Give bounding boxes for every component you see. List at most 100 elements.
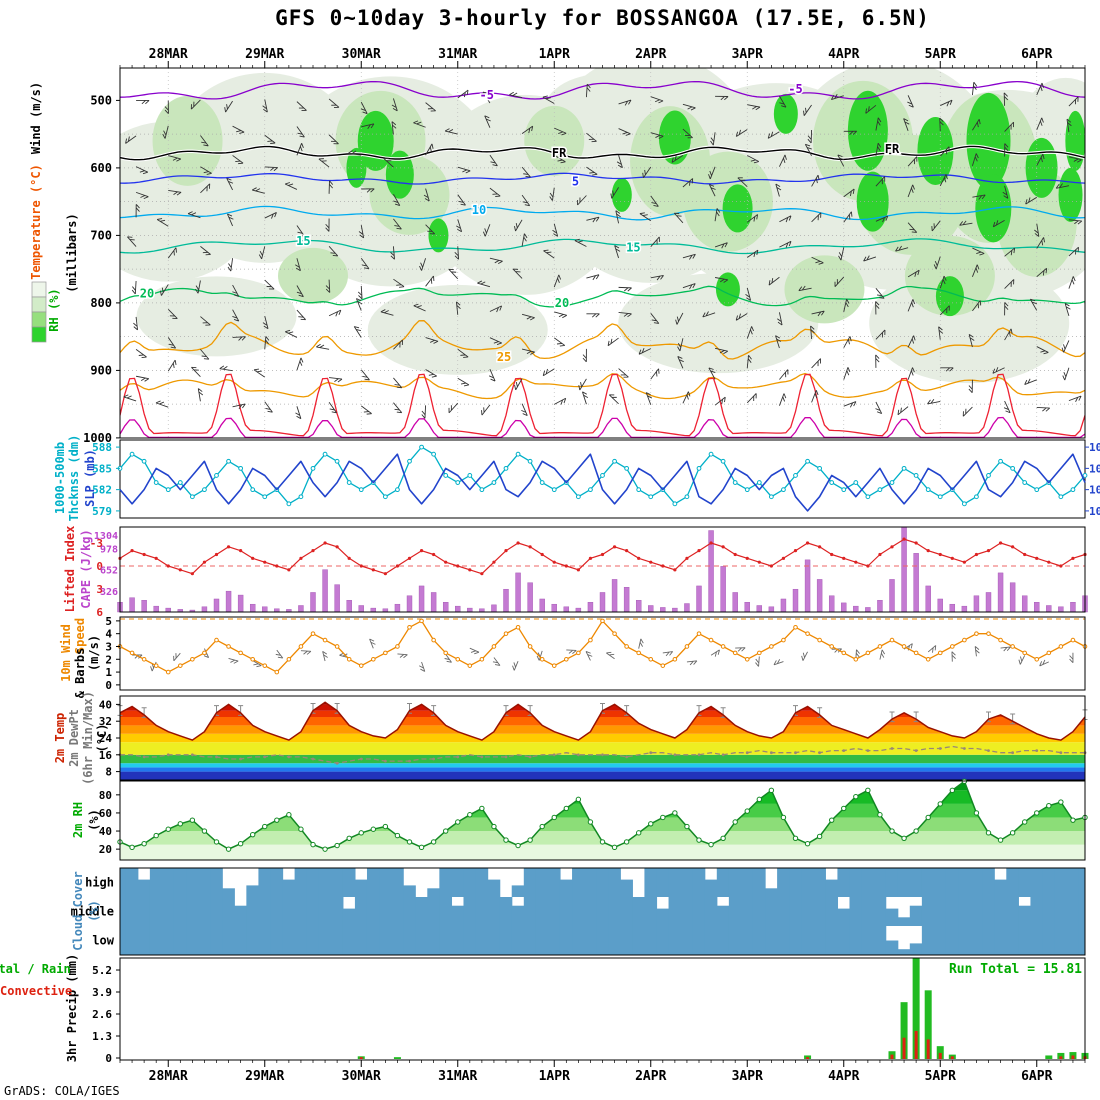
panel-upper-air: -5 -5 FR FR 5 10 15 15 20 20 25 500 600 700 800 900 1000 <box>83 67 1086 445</box>
panel-2m-temp: 40 32 24 16 8 <box>99 695 1088 781</box>
svg-text:28MAR: 28MAR <box>149 47 188 62</box>
svg-text:60: 60 <box>99 807 112 820</box>
svg-text:(millibars): (millibars) <box>65 213 79 292</box>
svg-text:6APR: 6APR <box>1021 1069 1052 1084</box>
svg-text:5.2: 5.2 <box>92 964 112 977</box>
svg-text:31MAR: 31MAR <box>438 47 477 62</box>
svg-text:SLP (mb): SLP (mb) <box>83 449 97 507</box>
svg-text:0: 0 <box>96 560 103 573</box>
panel-2m-rh: 80 60 40 20 <box>99 778 1088 861</box>
svg-text:4: 4 <box>105 628 112 641</box>
panel-precip: 5.2 3.9 2.6 1.3 0 Run Total = 15.81 <box>92 957 1089 1065</box>
svg-text:3: 3 <box>96 583 103 596</box>
svg-text:80: 80 <box>99 789 112 802</box>
svg-text:Convective: Convective <box>0 984 72 998</box>
svg-text:(6hr Min/Max): (6hr Min/Max) <box>81 691 95 785</box>
svg-text:-5: -5 <box>479 88 493 102</box>
svg-text:29MAR: 29MAR <box>245 47 284 62</box>
svg-text:(m/s): (m/s) <box>87 635 101 671</box>
svg-text:& Barbs: & Barbs <box>73 648 87 699</box>
svg-text:1002: 1002 <box>1089 505 1100 518</box>
svg-text:Speed: Speed <box>73 618 87 654</box>
svg-text:1APR: 1APR <box>539 1069 570 1084</box>
panel-cloud-cover: high middle low <box>71 867 1086 956</box>
svg-text:579: 579 <box>92 505 112 518</box>
rh-legend <box>31 281 47 343</box>
svg-text:10m Wind: 10m Wind <box>59 624 73 682</box>
svg-text:Wind (m/s): Wind (m/s) <box>29 82 43 154</box>
svg-text:10: 10 <box>472 203 486 217</box>
svg-text:3.9: 3.9 <box>92 986 112 999</box>
svg-text:600: 600 <box>90 161 112 175</box>
svg-text:1: 1 <box>105 666 112 679</box>
upper-air-wind-barbs <box>123 81 1083 420</box>
svg-text:30MAR: 30MAR <box>342 1069 381 1084</box>
svg-text:2m DewPt: 2m DewPt <box>67 709 81 767</box>
svg-text:1008: 1008 <box>1089 462 1100 475</box>
svg-text:2m RH: 2m RH <box>71 802 85 838</box>
svg-text:6: 6 <box>96 606 103 619</box>
svg-text:2: 2 <box>105 653 112 666</box>
svg-text:700: 700 <box>90 228 112 242</box>
svg-text:3: 3 <box>105 640 112 653</box>
svg-text:(%): (%) <box>87 809 101 831</box>
svg-text:1011: 1011 <box>1089 441 1100 454</box>
svg-text:middle: middle <box>71 905 114 919</box>
svg-text:-5: -5 <box>788 82 802 96</box>
svg-text:5: 5 <box>572 174 579 188</box>
svg-text:5: 5 <box>105 615 112 628</box>
svg-text:5APR: 5APR <box>925 47 956 62</box>
run-total-label: Run Total = 15.81 <box>949 962 1082 977</box>
svg-text:652: 652 <box>100 566 118 577</box>
svg-text:16: 16 <box>99 749 113 762</box>
svg-text:25: 25 <box>497 350 511 364</box>
svg-text:1005: 1005 <box>1089 484 1100 497</box>
svg-text:1000: 1000 <box>83 431 112 445</box>
svg-text:1APR: 1APR <box>539 47 570 62</box>
svg-text:978: 978 <box>100 544 118 555</box>
svg-text:3APR: 3APR <box>732 47 763 62</box>
svg-text:1304: 1304 <box>94 531 118 542</box>
svg-text:1000-500mb: 1000-500mb <box>53 442 67 514</box>
svg-text:29MAR: 29MAR <box>245 1069 284 1084</box>
svg-text:2APR: 2APR <box>635 1069 666 1084</box>
svg-text:-3: -3 <box>90 537 103 550</box>
svg-text:20: 20 <box>99 843 112 856</box>
svg-text:40: 40 <box>99 698 112 711</box>
svg-text:low: low <box>92 934 114 948</box>
svg-text:3APR: 3APR <box>732 1069 763 1084</box>
panel-slp-thickness: 588 585 582 579 1011 1008 1005 1002 <box>92 439 1100 519</box>
svg-text:6APR: 6APR <box>1021 47 1052 62</box>
svg-text:0: 0 <box>105 1052 112 1065</box>
svg-text:800: 800 <box>90 296 112 310</box>
svg-text:31MAR: 31MAR <box>438 1069 477 1084</box>
svg-text:0: 0 <box>105 679 112 692</box>
svg-text:FR: FR <box>552 146 567 160</box>
svg-text:32: 32 <box>99 715 112 728</box>
svg-text:RH (%): RH (%) <box>47 288 61 331</box>
svg-text:FR: FR <box>885 142 900 156</box>
svg-text:20: 20 <box>140 286 154 300</box>
svg-text:(°C): (°C) <box>95 724 109 753</box>
grads-credit: GrADS: COLA/IGES <box>4 1084 120 1098</box>
svg-text:Total / Rain: Total / Rain <box>0 962 71 976</box>
svg-text:(%): (%) <box>87 900 101 922</box>
svg-text:CAPE (J/kg): CAPE (J/kg) <box>79 529 93 608</box>
svg-text:2.6: 2.6 <box>92 1008 112 1021</box>
svg-text:30MAR: 30MAR <box>342 47 381 62</box>
time-axis: 28MAR 28MAR 29MAR 29MAR 30MAR 30MAR 31MAR 31MAR… <box>119 47 1086 1084</box>
svg-text:585: 585 <box>92 462 112 475</box>
svg-text:326: 326 <box>100 587 118 598</box>
svg-text:2m Temp: 2m Temp <box>53 713 67 764</box>
svg-text:Cloud Cover: Cloud Cover <box>71 871 85 950</box>
svg-text:500: 500 <box>90 93 112 107</box>
svg-text:4APR: 4APR <box>828 1069 859 1084</box>
svg-text:900: 900 <box>90 363 112 377</box>
svg-text:28MAR: 28MAR <box>149 1069 188 1084</box>
svg-text:2APR: 2APR <box>635 47 666 62</box>
svg-text:4APR: 4APR <box>828 47 859 62</box>
side-labels: Wind (m/s) Temperature (°C) RH (%) (milliba… <box>0 82 109 1062</box>
svg-text:24: 24 <box>99 732 113 745</box>
